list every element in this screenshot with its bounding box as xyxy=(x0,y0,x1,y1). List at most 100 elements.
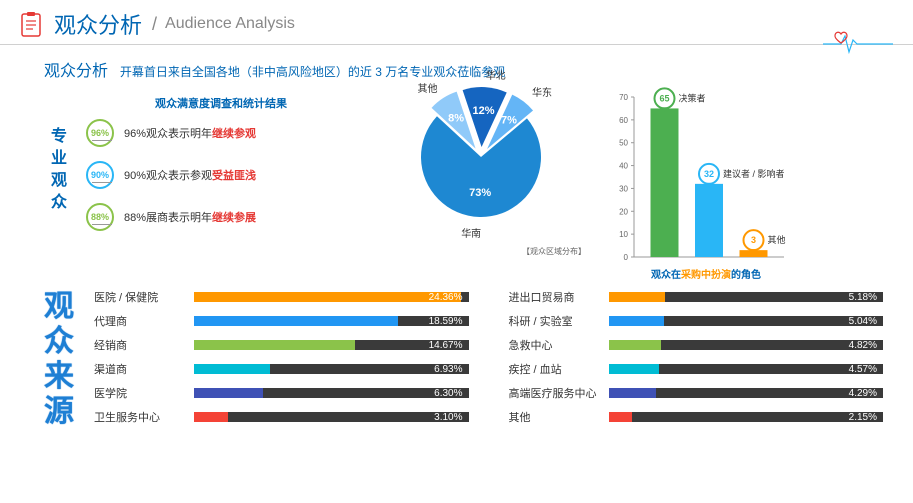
svg-text:70: 70 xyxy=(619,93,628,102)
source-label: 疾控 / 血站 xyxy=(509,361,609,377)
svg-text:0: 0 xyxy=(624,253,629,262)
source-row: 科研 / 实验室 5.04% xyxy=(509,313,884,329)
vertical-label-professional: 专业观众 xyxy=(44,127,68,277)
source-pct: 2.15% xyxy=(849,412,877,423)
source-bar: 24.36% xyxy=(194,292,469,302)
svg-text:65: 65 xyxy=(659,93,669,103)
source-label: 其他 xyxy=(509,409,609,425)
title-en: Audience Analysis xyxy=(165,15,295,33)
source-pct: 6.93% xyxy=(434,364,462,375)
source-label: 高端医疗服务中心 xyxy=(509,385,609,401)
source-label: 医院 / 保健院 xyxy=(94,289,194,305)
source-bar: 4.29% xyxy=(609,388,884,398)
source-pct: 6.30% xyxy=(434,388,462,399)
source-label: 代理商 xyxy=(94,313,194,329)
satisfaction-text: 90%观众表示参观受益匪浅 xyxy=(124,167,256,183)
title-cn: 观众分析 xyxy=(54,8,142,40)
source-row: 医院 / 保健院 24.36% xyxy=(94,289,469,305)
source-bar: 4.57% xyxy=(609,364,884,374)
heartbeat-icon xyxy=(823,30,893,63)
satisfaction-row: 96% 96%观众表示明年继续参观 xyxy=(86,119,356,147)
source-bar: 3.10% xyxy=(194,412,469,422)
satisfaction-row: 88% 88%展商表示明年继续参展 xyxy=(86,203,356,231)
pie-caption: 【观众区域分布】 xyxy=(522,246,586,257)
source-pct: 5.04% xyxy=(849,316,877,327)
source-label: 进出口贸易商 xyxy=(509,289,609,305)
source-bar: 6.30% xyxy=(194,388,469,398)
source-bar: 4.82% xyxy=(609,340,884,350)
source-label: 经销商 xyxy=(94,337,194,353)
satisfaction-text: 96%观众表示明年继续参观 xyxy=(124,125,256,141)
pie-category-label: 其他 xyxy=(417,80,437,95)
source-row: 经销商 14.67% xyxy=(94,337,469,353)
source-row: 医学院 6.30% xyxy=(94,385,469,401)
source-bar: 5.04% xyxy=(609,316,884,326)
svg-text:40: 40 xyxy=(619,162,628,171)
source-label: 急救中心 xyxy=(509,337,609,353)
pie-category-label: 华东 xyxy=(532,84,552,99)
satisfaction-row: 90% 90%观众表示参观受益匪浅 xyxy=(86,161,356,189)
source-row: 高端医疗服务中心 4.29% xyxy=(509,385,884,401)
subtitle: 观众分析 开幕首日来自全国各地（非中高风险地区）的近 3 万名专业观众莅临参观 xyxy=(0,45,913,87)
source-pct: 4.29% xyxy=(849,388,877,399)
source-pct: 18.59% xyxy=(429,316,463,327)
satisfaction-pct-circle: 88% xyxy=(86,203,114,231)
satisfaction-pct-circle: 90% xyxy=(86,161,114,189)
source-pct: 4.82% xyxy=(849,340,877,351)
source-bar: 5.18% xyxy=(609,292,884,302)
source-pct: 4.57% xyxy=(849,364,877,375)
svg-text:20: 20 xyxy=(619,207,628,216)
satisfaction-title: 观众满意度调查和统计结果 xyxy=(86,95,356,111)
source-bar: 2.15% xyxy=(609,412,884,422)
pie-pct-label: 73% xyxy=(469,187,491,199)
svg-text:决策者: 决策者 xyxy=(679,92,706,103)
source-row: 其他 2.15% xyxy=(509,409,884,425)
source-table-left: 医院 / 保健院 24.36% 代理商 18.59% 经销商 14.67% 渠道商6.93%… xyxy=(94,289,469,433)
source-tables: 医院 / 保健院 24.36% 代理商 18.59% 经销商 14.67% 渠道商6.93%… xyxy=(94,289,883,433)
bar xyxy=(695,184,723,257)
source-bar: 14.67% xyxy=(194,340,469,350)
source-pct: 24.36% xyxy=(429,292,463,303)
source-row: 急救中心 4.82% xyxy=(509,337,884,353)
source-bar: 18.59% xyxy=(194,316,469,326)
svg-text:60: 60 xyxy=(619,116,628,125)
bar-chart: 01020304050607065决策者32建议者 / 影响者3其他 观众在采购… xyxy=(606,87,806,277)
source-row: 疾控 / 血站 4.57% xyxy=(509,361,884,377)
source-row: 渠道商6.93% xyxy=(94,361,469,377)
pie-category-label: 华南 xyxy=(461,225,481,240)
source-label: 卫生服务中心 xyxy=(94,409,194,425)
svg-text:3: 3 xyxy=(751,235,756,245)
bar xyxy=(651,108,679,257)
pie-chart: 73%8%12%7% 【观众区域分布】 华南其他华北华东 xyxy=(356,87,606,257)
satisfaction-text: 88%展商表示明年继续参展 xyxy=(124,209,256,225)
bar-chart-title: 观众在采购中扮演的角色 xyxy=(606,266,806,281)
satisfaction-pct-circle: 96% xyxy=(86,119,114,147)
source-pct: 5.18% xyxy=(849,292,877,303)
upper-content: 专业观众 观众满意度调查和统计结果 96%96%观众表示明年继续参观90%90%… xyxy=(0,87,913,277)
svg-text:其他: 其他 xyxy=(768,234,786,245)
pie-pct-label: 12% xyxy=(473,105,495,117)
clipboard-icon xyxy=(20,11,42,37)
source-table-right: 进出口贸易商 5.18% 科研 / 实验室 5.04% 急救中心 4.82% 疾控 / 血站… xyxy=(509,289,884,433)
title-divider: / xyxy=(152,14,157,35)
subtitle-text: 开幕首日来自全国各地（非中高风险地区）的近 3 万名专业观众莅临参观 xyxy=(120,65,505,79)
source-bar: 6.93% xyxy=(194,364,469,374)
svg-text:32: 32 xyxy=(704,169,714,179)
svg-text:10: 10 xyxy=(619,230,628,239)
source-pct: 14.67% xyxy=(429,340,463,351)
page-header: 观众分析 / Audience Analysis xyxy=(0,0,913,45)
source-label: 科研 / 实验室 xyxy=(509,313,609,329)
svg-text:建议者 / 影响者: 建议者 / 影响者 xyxy=(723,168,785,179)
source-row: 代理商 18.59% xyxy=(94,313,469,329)
source-row: 进出口贸易商 5.18% xyxy=(509,289,884,305)
subtitle-main: 观众分析 xyxy=(44,63,108,80)
svg-text:50: 50 xyxy=(619,139,628,148)
source-row: 卫生服务中心3.10% xyxy=(94,409,469,425)
pie-category-label: 华北 xyxy=(486,67,506,82)
svg-text:30: 30 xyxy=(619,184,628,193)
source-label: 医学院 xyxy=(94,385,194,401)
satisfaction-block: 观众满意度调查和统计结果 96% 96%观众表示明年继续参观 90% 90%观众表示参… xyxy=(86,87,356,277)
pie-pct-label: 7% xyxy=(501,114,517,126)
pie-pct-label: 8% xyxy=(448,112,464,124)
source-section: 观众来源 医院 / 保健院24.36%代理商18.59%经销商14.67%渠道商… xyxy=(0,277,913,433)
